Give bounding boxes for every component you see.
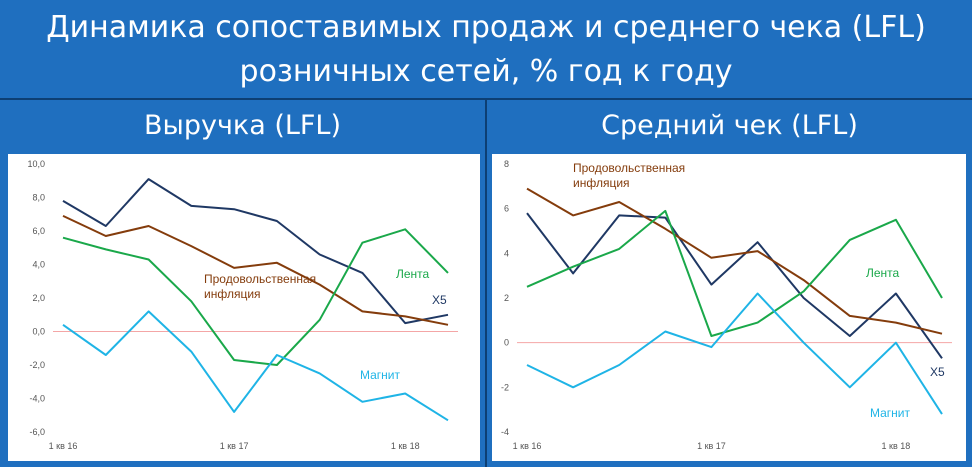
- revenue-label-food-inflation: инфляция: [204, 287, 261, 301]
- avg-check-panel-title: Средний чек (LFL): [601, 110, 858, 141]
- avg-check-x-tick-label: 1 кв 18: [882, 441, 911, 451]
- revenue-y-tick-label: 8,0: [32, 193, 45, 203]
- revenue-y-tick-label: 0,0: [32, 327, 45, 337]
- revenue-y-tick-label: 10,0: [27, 159, 45, 169]
- revenue-label-food-inflation: Продовольственная: [204, 272, 316, 286]
- revenue-lfl-chart-svg: 10,0 8,0 6,0 4,0 2,0 0,0 -2,0 -4,0 -6,0 1 кв 16 1 …: [27, 159, 458, 451]
- avg-check-label-magnit: Магнит: [870, 406, 911, 420]
- avg-check-series-food-inflation-line: [526, 187, 943, 335]
- revenue-label-lenta: Лента: [396, 267, 430, 281]
- revenue-y-tick-label: 4,0: [32, 260, 45, 270]
- revenue-series-x5-line: [62, 178, 449, 325]
- avg-check-label-lenta: Лента: [866, 266, 900, 280]
- page-title-line-2: розничных сетей, % год к году: [239, 54, 733, 89]
- header: Динамика сопоставимых продаж и среднего …: [0, 0, 972, 98]
- page-title-line-1: Динамика сопоставимых продаж и среднего …: [46, 10, 926, 45]
- avg-check-label-food-inflation: инфляция: [573, 176, 630, 190]
- revenue-y-tick-label: 6,0: [32, 226, 45, 236]
- revenue-label-x5: X5: [432, 293, 447, 307]
- revenue-series-food-inflation-line: [62, 214, 449, 326]
- revenue-series-magnit-line: [62, 310, 449, 422]
- revenue-x-tick-label: 1 кв 17: [220, 441, 249, 451]
- avg-check-label-food-inflation: Продовольственная: [573, 161, 685, 175]
- avg-check-y-tick-label: 6: [504, 204, 509, 214]
- revenue-x-tick-label: 1 кв 16: [49, 441, 78, 451]
- revenue-label-magnit: Магнит: [360, 368, 401, 382]
- revenue-panel-title: Выручка (LFL): [143, 110, 342, 141]
- avg-check-y-tick-label: 8: [504, 159, 509, 169]
- revenue-y-tick-label: 2,0: [32, 293, 45, 303]
- avg-check-series-magnit-line: [526, 292, 943, 415]
- avg-check-y-tick-label: 0: [504, 338, 509, 348]
- panel-divider: [485, 100, 487, 467]
- avg-check-lfl-chart: 8 6 4 2 0 -2 -4 1 кв 16 1 кв 17 1 кв 18 Продовольс…: [492, 154, 966, 461]
- avg-check-y-tick-label: -4: [501, 427, 509, 437]
- revenue-y-tick-label: -2,0: [29, 360, 45, 370]
- revenue-x-tick-label: 1 кв 18: [391, 441, 420, 451]
- avg-check-y-tick-label: 2: [504, 293, 509, 303]
- header-divider: [0, 98, 972, 100]
- revenue-series-lenta-line: [62, 228, 449, 366]
- avg-check-label-x5: X5: [930, 365, 945, 379]
- avg-check-y-tick-label: -2: [501, 382, 509, 392]
- revenue-y-tick-label: -6,0: [29, 427, 45, 437]
- avg-check-y-tick-label: 4: [504, 248, 509, 258]
- avg-check-lfl-chart-svg: 8 6 4 2 0 -2 -4 1 кв 16 1 кв 17 1 кв 18 Продовольс…: [501, 159, 952, 451]
- revenue-lfl-chart: 10,0 8,0 6,0 4,0 2,0 0,0 -2,0 -4,0 -6,0 1 кв 16 1 …: [8, 154, 480, 461]
- avg-check-series-x5-line: [526, 212, 943, 359]
- avg-check-x-tick-label: 1 кв 17: [697, 441, 726, 451]
- revenue-y-tick-label: -4,0: [29, 394, 45, 404]
- avg-check-series-lenta-line: [526, 209, 943, 337]
- avg-check-x-tick-label: 1 кв 16: [513, 441, 542, 451]
